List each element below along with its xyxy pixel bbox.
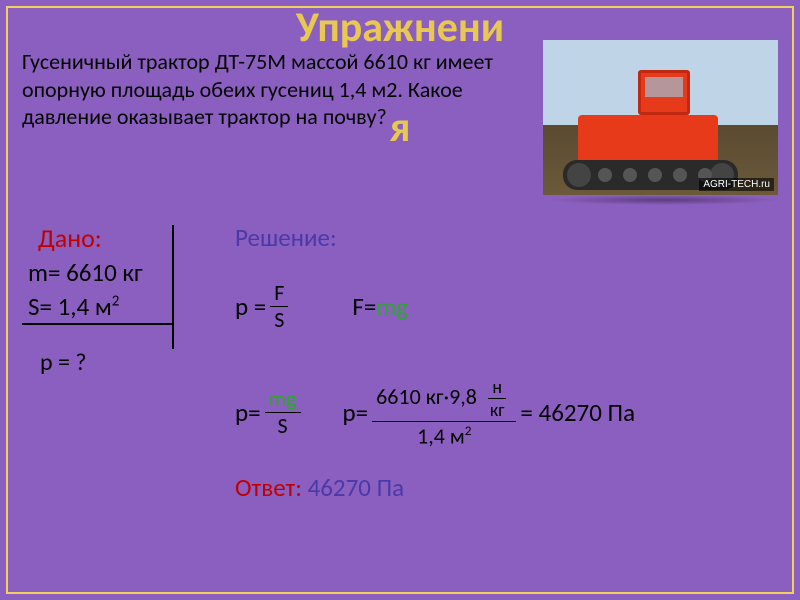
problem-statement: Гусеничный трактор ДТ-75М массой 6610 кг… — [22, 48, 502, 131]
answer-value: 46270 Па — [302, 472, 404, 503]
formula-p-fs: p = F S — [235, 282, 292, 331]
answer-label: Ответ: — [235, 472, 302, 503]
formula-row-2: p= mg S p= 6610 кг·9,8 н кг 1,4 м2 = 462… — [235, 378, 635, 447]
formula-p-mgs: p= mg S — [235, 388, 305, 437]
given-mass: m= 6610 кг — [28, 256, 143, 290]
given-label: Дано: — [38, 222, 102, 254]
given-values: m= 6610 кг S= 1,4 м2 — [28, 256, 143, 324]
answer-line: Ответ: 46270 Па — [235, 472, 404, 503]
solution-label: Решение: — [235, 222, 337, 253]
given-area: S= 1,4 м2 — [28, 290, 143, 324]
given-vline — [172, 225, 174, 349]
formula-f-mg: F=mg — [352, 291, 408, 322]
tractor-image: AGRI-TECH.ru — [543, 40, 778, 195]
formula-p-calc: p= 6610 кг·9,8 н кг 1,4 м2 = 46270 Па — [343, 378, 636, 447]
image-watermark: AGRI-TECH.ru — [699, 178, 774, 191]
given-hline — [22, 323, 172, 325]
find-unknown: p = ? — [40, 348, 87, 377]
image-shadow — [547, 195, 782, 205]
formula-row-1: p = F S F=mg — [235, 282, 408, 331]
